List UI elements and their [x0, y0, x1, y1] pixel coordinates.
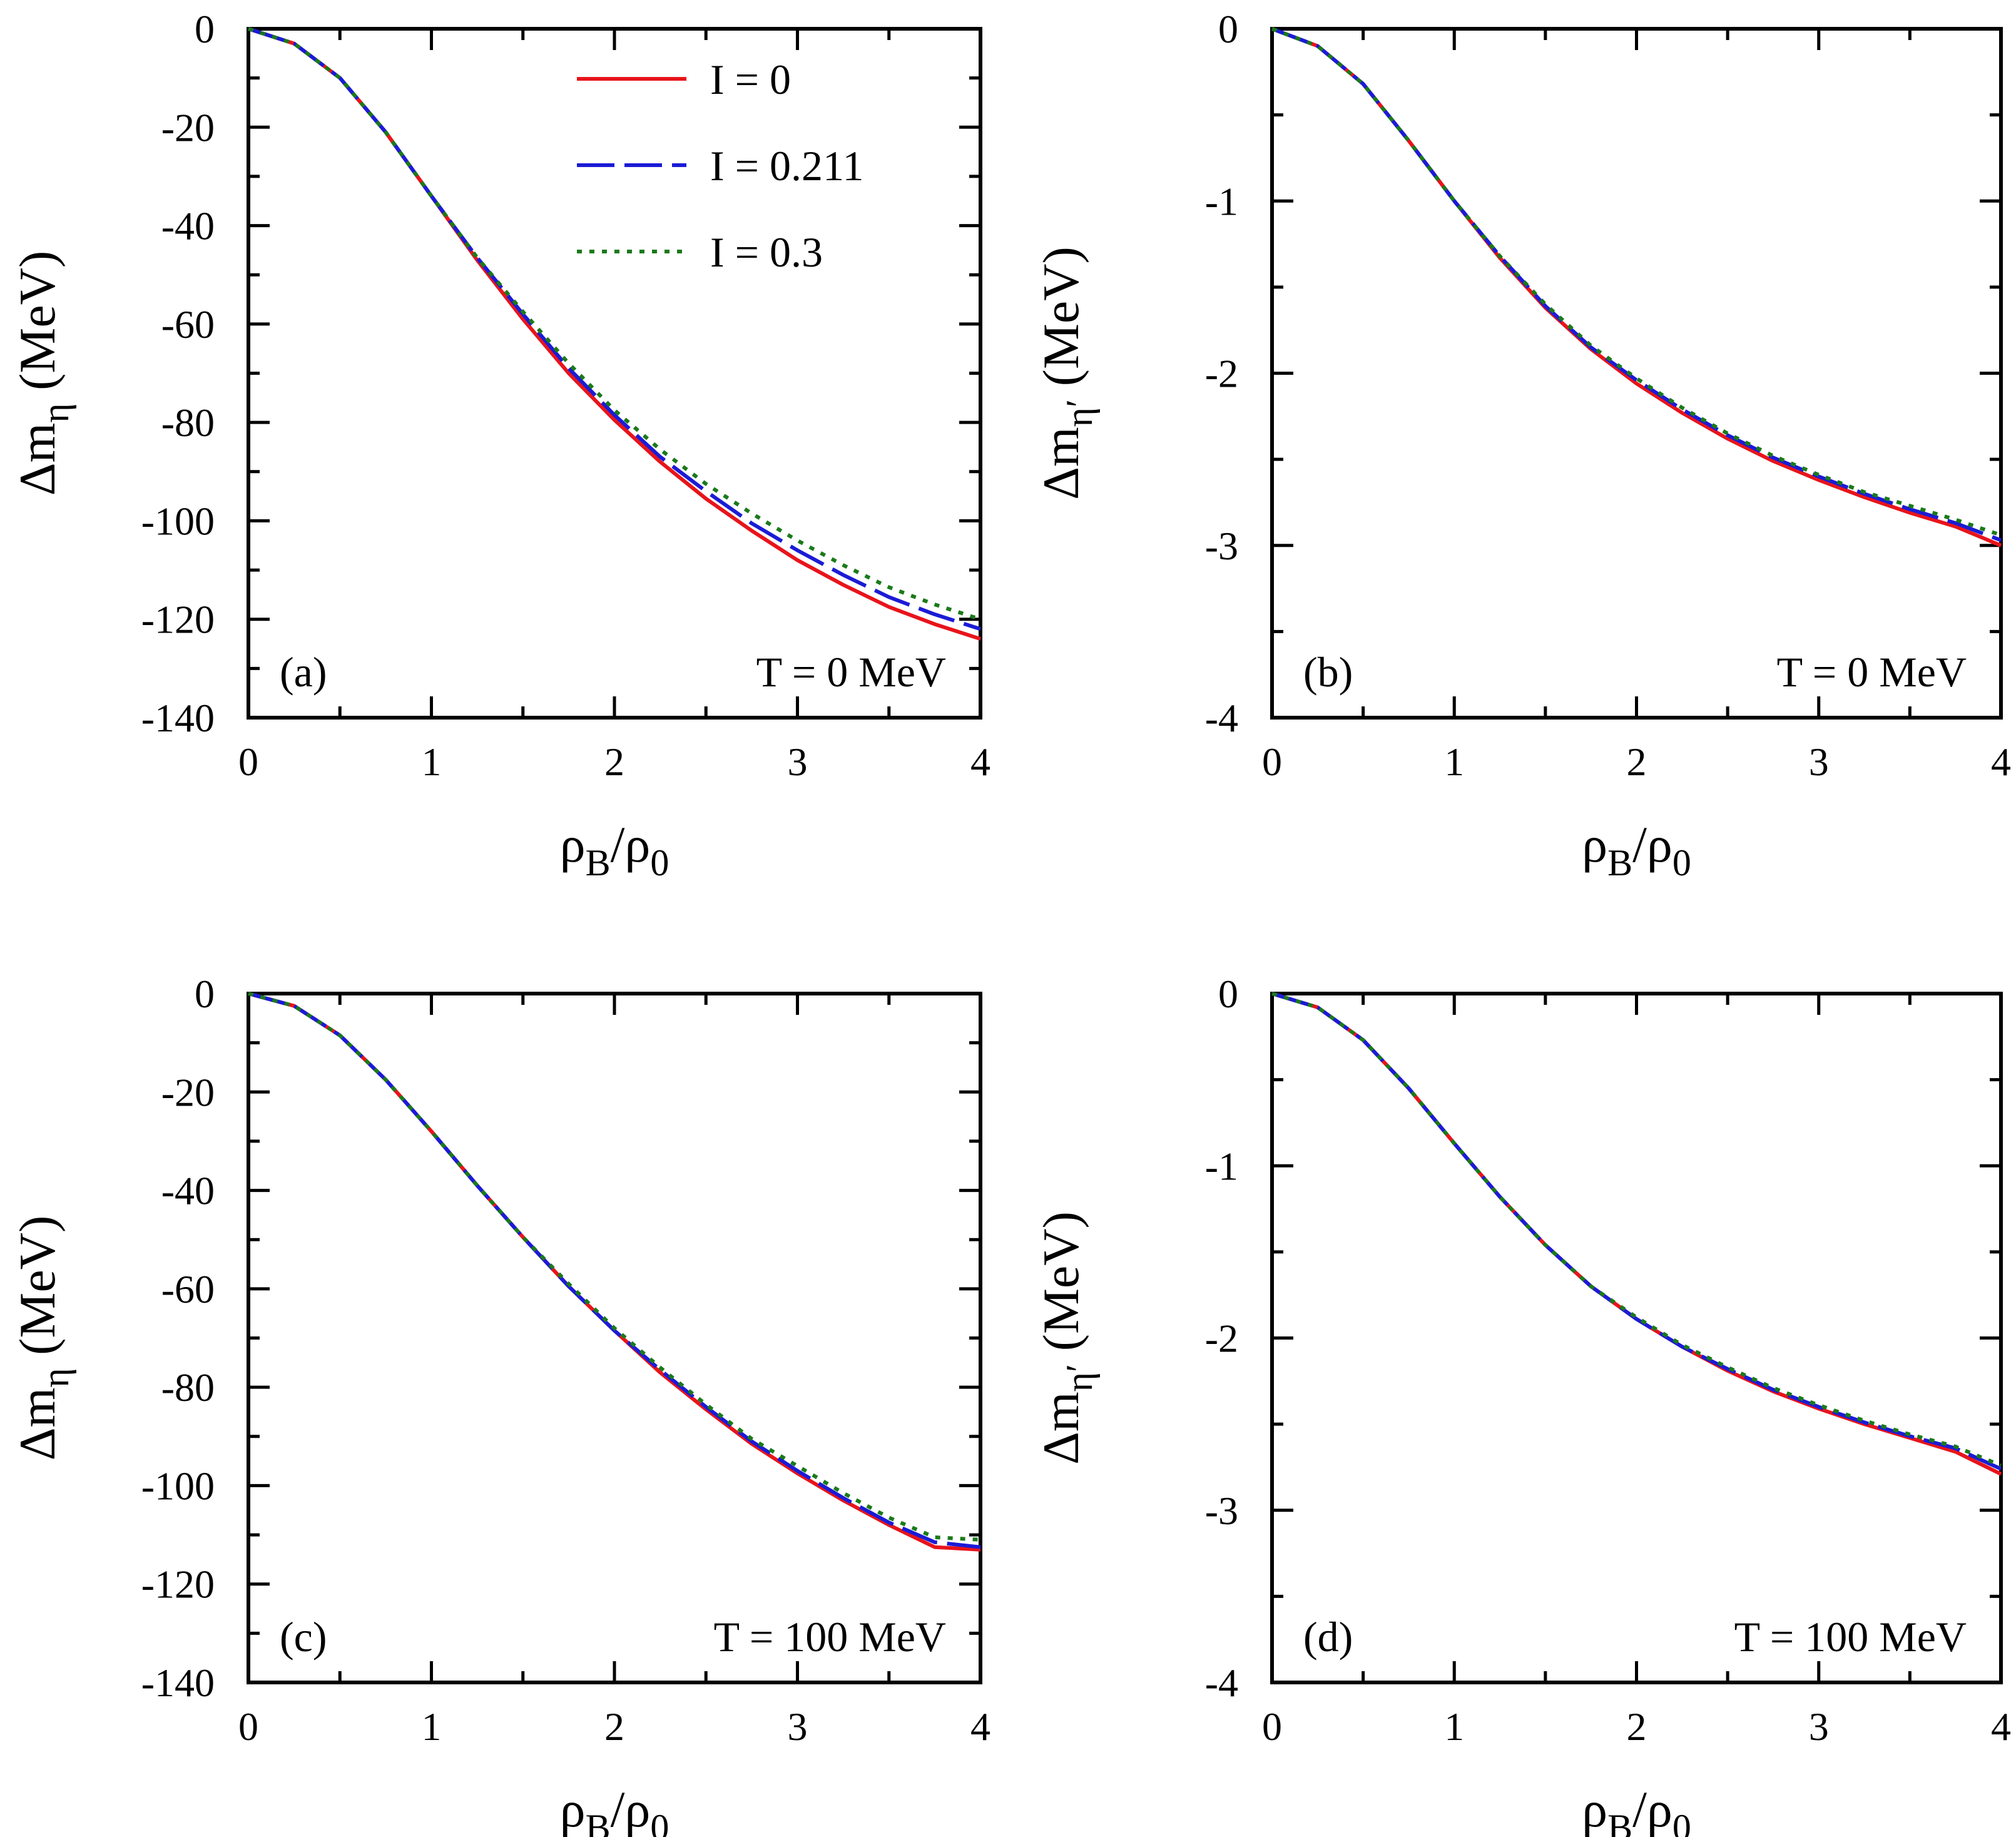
x-tick-label: 3 [788, 1704, 808, 1749]
y-tick-label: -80 [161, 400, 215, 445]
temperature-annotation: T = 100 MeV [1734, 1613, 1967, 1661]
y-tick-label: -40 [161, 1169, 215, 1213]
y-axis-label: Δmη (MeV) [9, 1216, 76, 1461]
x-tick-label: 4 [970, 1704, 990, 1749]
panel-label: (a) [280, 648, 327, 696]
y-tick-label: -100 [141, 499, 215, 543]
panel-c: 0 1 2 3 4 0 -20 -40 -60 -80 -100 -120 -140 (c) T = 100… [9, 972, 990, 1837]
x-tick-label: 2 [1627, 740, 1647, 784]
x-tick-label: 2 [604, 740, 624, 784]
y-tick-label: 0 [195, 7, 215, 51]
panel-d: 0 1 2 3 4 0 -1 -2 -3 -4 (d) T = 100 MeV ρB/ρ0 Δmη′ (M… [1032, 972, 2011, 1837]
panel-b: 0 1 2 3 4 0 -1 -2 -3 -4 (b) T = 0 MeV ρB/ρ0 Δmη′ (MeV… [1032, 7, 2011, 883]
series-line-i03 [248, 992, 981, 1542]
y-tick-label: -80 [161, 1365, 215, 1410]
x-tick-label: 1 [422, 1704, 442, 1749]
legend-label: I = 0 [710, 56, 791, 103]
x-tick-label: 4 [1991, 1704, 2011, 1749]
y-tick-label: 0 [1218, 7, 1238, 51]
legend-label: I = 0.211 [710, 142, 863, 190]
panel-a: 0 1 2 3 4 0 -20 -40 -60 -80 -100 -120 -140 (a) T = 0 M… [9, 7, 990, 883]
x-tick-label: 1 [1444, 740, 1464, 784]
y-tick-label: -60 [161, 302, 215, 347]
x-tick-label: 0 [238, 740, 258, 784]
panel-label: (d) [1303, 1613, 1353, 1661]
temperature-annotation: T = 100 MeV [714, 1613, 946, 1661]
x-tick-label: 0 [1262, 740, 1282, 784]
y-tick-label: -4 [1205, 696, 1238, 740]
x-tick-label: 3 [1809, 1704, 1829, 1749]
y-tick-label: -40 [161, 204, 215, 248]
temperature-annotation: T = 0 MeV [756, 648, 946, 696]
y-axis-label: Δmη′ (MeV) [1032, 247, 1100, 500]
y-tick-label: -140 [141, 696, 215, 740]
x-tick-label: 2 [604, 1704, 624, 1749]
y-tick-label: -3 [1205, 524, 1238, 568]
x-tick-label: 4 [1991, 740, 2011, 784]
x-tick-label: 0 [1262, 1704, 1282, 1749]
y-tick-label: -20 [161, 1070, 215, 1114]
y-tick-label: -120 [141, 598, 215, 642]
y-tick-label: -100 [141, 1463, 215, 1508]
y-tick-label: -120 [141, 1562, 215, 1607]
panel-label: (b) [1303, 648, 1353, 696]
y-tick-label: -1 [1205, 1144, 1238, 1188]
y-tick-label: -4 [1205, 1661, 1238, 1705]
y-axis-label: Δmη′ (MeV) [1032, 1211, 1100, 1465]
y-tick-label: -60 [161, 1267, 215, 1311]
x-axis-label: ρB/ρ0 [1582, 816, 1691, 883]
x-tick-label: 2 [1627, 1704, 1647, 1749]
x-axis-label: ρB/ρ0 [560, 816, 669, 883]
y-tick-label: -2 [1205, 1316, 1238, 1361]
x-tick-label: 3 [788, 740, 808, 784]
x-tick-label: 4 [970, 740, 990, 784]
legend-label: I = 0.3 [710, 228, 823, 276]
y-tick-label: -140 [141, 1661, 215, 1705]
x-axis-label: ρB/ρ0 [560, 1781, 669, 1837]
y-axis-label: Δmη (MeV) [9, 251, 76, 496]
x-axis-label: ρB/ρ0 [1582, 1781, 1691, 1837]
series-line-i03 [248, 27, 981, 621]
series-line-i0211 [1271, 27, 2002, 542]
y-tick-label: 0 [195, 972, 215, 1016]
y-tick-label: -3 [1205, 1488, 1238, 1533]
temperature-annotation: T = 0 MeV [1777, 648, 1967, 696]
x-tick-label: 1 [1444, 1704, 1464, 1749]
panel-label: (c) [280, 1613, 327, 1661]
series-line-i0211 [1271, 992, 2002, 1471]
y-tick-label: -2 [1205, 352, 1238, 396]
y-tick-label: -20 [161, 105, 215, 150]
y-tick-label: -1 [1205, 179, 1238, 223]
legend: I = 0 I = 0.211 I = 0.3 [577, 56, 863, 276]
x-tick-label: 1 [422, 740, 442, 784]
y-tick-label: 0 [1218, 972, 1238, 1016]
x-tick-label: 3 [1809, 740, 1829, 784]
x-tick-label: 0 [238, 1704, 258, 1749]
